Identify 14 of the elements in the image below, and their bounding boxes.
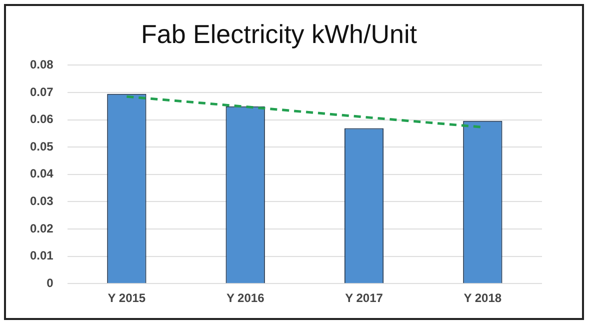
x-tick-label: Y 2018 bbox=[464, 291, 502, 306]
y-tick-label: 0.06 bbox=[30, 112, 54, 126]
y-tick-label: 0.02 bbox=[30, 221, 54, 236]
x-tick-label: Y 2016 bbox=[226, 291, 265, 306]
y-tick-label: 0.01 bbox=[30, 248, 54, 263]
y-tick-label: 0.05 bbox=[30, 139, 54, 154]
y-tick-label: 0 bbox=[46, 276, 54, 290]
x-tick-label: Y 2015 bbox=[108, 291, 146, 306]
y-tick-label: 0.07 bbox=[30, 84, 54, 99]
y-tick-label: 0.03 bbox=[30, 194, 54, 208]
x-tick-label: Y 2017 bbox=[345, 291, 384, 306]
chart-title: Fab Electricity kWh/Unit bbox=[141, 18, 418, 49]
y-tick-label: 0.04 bbox=[30, 166, 54, 181]
y-tick-label: 0.08 bbox=[30, 58, 54, 72]
